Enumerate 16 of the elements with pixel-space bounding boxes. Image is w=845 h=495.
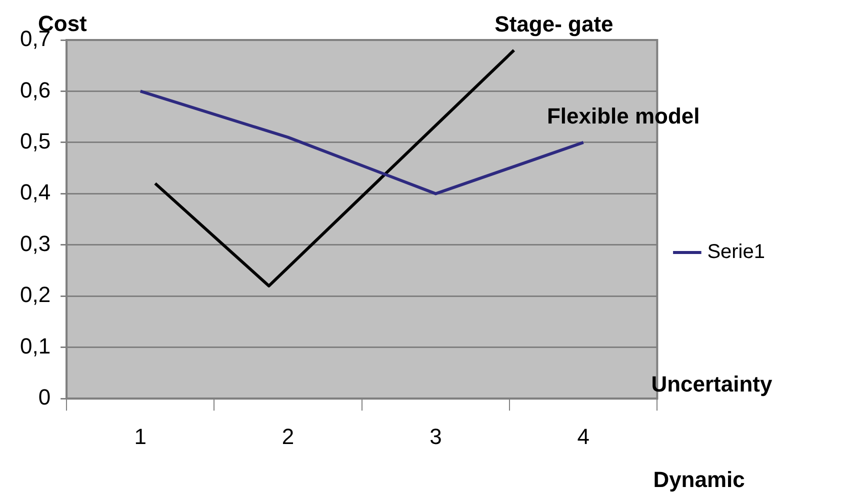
text: Dynamic — [653, 467, 745, 492]
y-tick-label: 0 — [38, 384, 51, 410]
x-tick-label: 4 — [577, 424, 590, 449]
y-tick-label: 0,3 — [20, 230, 51, 256]
x-tick-label: 2 — [282, 424, 294, 449]
y-tick-label: 0,5 — [20, 128, 51, 154]
y-tick-label: 0,4 — [20, 180, 51, 205]
annotation: Flexible model — [546, 104, 700, 129]
legend-label: Serie1 — [707, 241, 765, 264]
x-tick-label: 1 — [134, 424, 147, 449]
x-tick-label: 3 — [430, 424, 442, 449]
annotation: Stage- gate — [494, 11, 614, 36]
x-axis-title: Uncertainty — [651, 372, 773, 397]
y-tick-label: 0,2 — [20, 282, 51, 308]
y-tick-label: 0,6 — [20, 77, 51, 102]
y-tick-label: 0,1 — [20, 333, 51, 358]
